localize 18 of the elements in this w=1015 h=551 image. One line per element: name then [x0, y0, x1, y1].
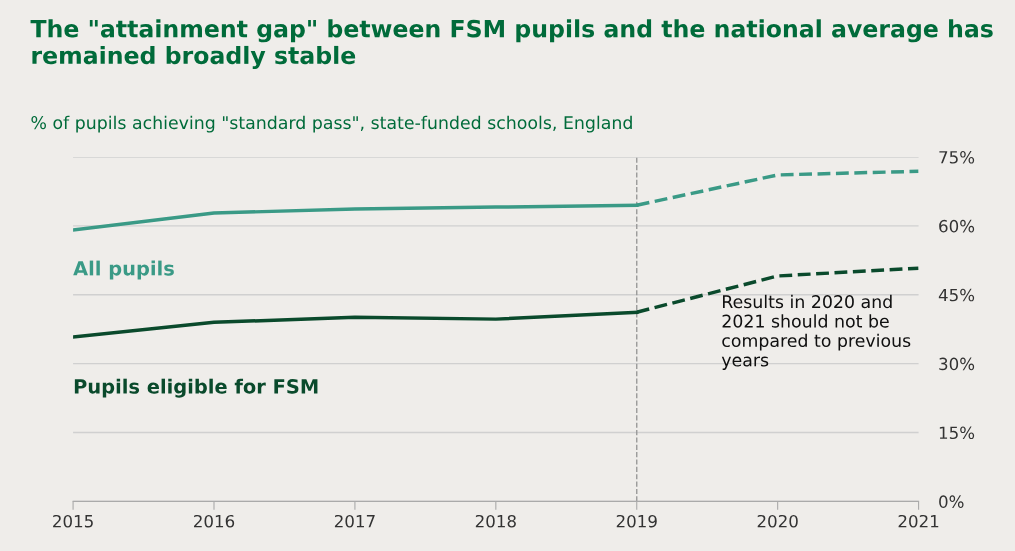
y-tick-label: 75%	[939, 151, 975, 164]
y-tick-label: 45%	[938, 288, 975, 302]
x-tick-label: 2016	[194, 514, 235, 528]
x-tick-label: 2017	[334, 514, 375, 528]
annotation: Results in 2020 and 2021 should not be compared to previous years	[721, 294, 911, 370]
chart-title: The "attainment gap" between FSM pupils and the national average has remained broadly stable	[30, 19, 993, 69]
series-label: All pupils	[73, 260, 174, 280]
x-tick-label: 2021	[898, 514, 939, 528]
x-tick-label: 2020	[757, 514, 798, 528]
chart-subtitle: % of pupils achieving "standard pass", state-funded schools, England	[31, 115, 632, 133]
x-tick-label: 2018	[475, 514, 516, 528]
text: Pupils eligible for FSM	[74, 378, 318, 398]
y-tick-label: 15%	[939, 426, 975, 440]
x-tick-label: 2019	[616, 514, 657, 528]
y-tick-label: 0%	[939, 495, 964, 508]
y-tick-label: 60%	[939, 219, 975, 233]
y-tick-label: 30%	[939, 357, 975, 371]
x-tick-label: 2015	[53, 514, 93, 528]
